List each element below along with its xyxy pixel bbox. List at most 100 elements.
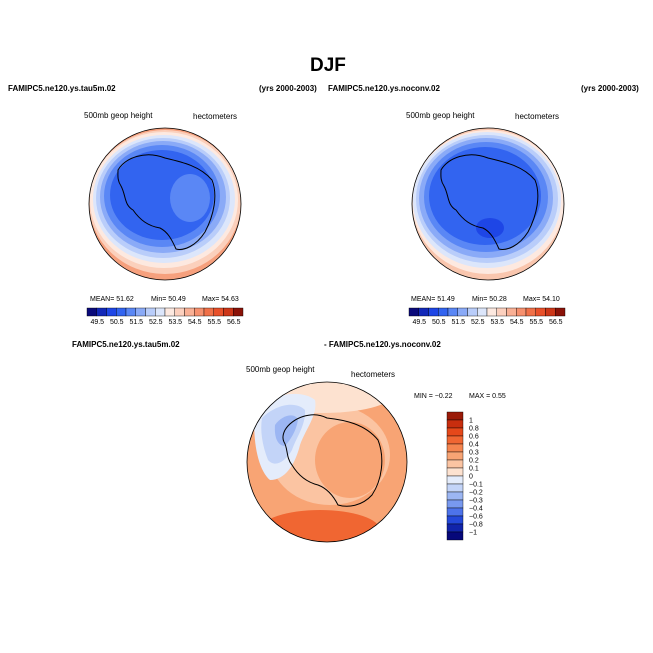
colorbar1-swatch — [116, 307, 127, 317]
colorbar1-swatch — [145, 307, 156, 317]
colorbar3-swatch — [446, 411, 464, 421]
colorbar3-tick-label: 0.4 — [469, 442, 479, 449]
colorbar3-swatch — [446, 419, 464, 429]
map2-fill — [412, 128, 564, 280]
colorbar2-tick-label: 52.5 — [471, 319, 485, 326]
colorbar3-swatch — [446, 515, 464, 525]
colorbar1-tick-label: 56.5 — [227, 319, 241, 326]
colorbar1-swatch — [106, 307, 117, 317]
colorbar2-swatch — [438, 307, 449, 317]
colorbar3-tick-label: −0.2 — [469, 490, 483, 497]
colorbar1-swatch — [223, 307, 234, 317]
panel2-case-name: FAMIPC5.ne120.ys.noconv.02 — [328, 84, 440, 93]
colorbar3-swatch — [446, 491, 464, 501]
colorbar3-swatch — [446, 467, 464, 477]
colorbar1-swatch — [184, 307, 195, 317]
colorbar2-swatch — [545, 307, 556, 317]
colorbar2-tick-label: 50.5 — [432, 319, 446, 326]
colorbar1-swatch — [86, 307, 97, 317]
panel1-units: hectometers — [193, 112, 238, 121]
panel2-years: (yrs 2000-2003) — [581, 84, 639, 93]
diff-case-a: FAMIPC5.ne120.ys.tau5m.02 — [72, 340, 180, 349]
panel2-mean: MEAN= 51.49 — [411, 296, 455, 303]
panel1-mean: MEAN= 51.62 — [90, 296, 134, 303]
colorbar1-swatch — [194, 307, 205, 317]
colorbar3-tick-label: 0 — [469, 474, 473, 481]
colorbar2-swatch — [516, 307, 527, 317]
colorbar1-tick-label: 49.5 — [90, 319, 104, 326]
map3-fill — [247, 382, 407, 542]
colorbar3-tick-label: 0.6 — [469, 434, 479, 441]
colorbar1-tick-label: 51.5 — [129, 319, 143, 326]
colorbar1-swatch — [233, 307, 244, 317]
colorbar3-tick-label: 0.2 — [469, 458, 479, 465]
map1-antarctica-coast — [117, 154, 216, 250]
colorbar3-tick-label: −0.6 — [469, 514, 483, 521]
panel1-field-label: 500mb geop height — [84, 111, 153, 120]
colorbar3-swatch — [446, 507, 464, 517]
colorbar1-tick-label: 55.5 — [207, 319, 221, 326]
panel1-years: (yrs 2000-2003) — [259, 84, 317, 93]
colorbar1-swatch — [203, 307, 214, 317]
colorbar2-swatch — [506, 307, 517, 317]
colorbar1-tick-label: 52.5 — [149, 319, 163, 326]
colorbar3-tick-label: −0.4 — [469, 506, 483, 513]
colorbar2-swatch — [408, 307, 419, 317]
panel1-min: Min= 50.49 — [151, 296, 186, 303]
colorbar1-tick-label: 53.5 — [168, 319, 182, 326]
colorbar3-tick-label: 0.8 — [469, 426, 479, 433]
colorbar3-swatch — [446, 499, 464, 509]
diff-max: MAX = 0.55 — [469, 393, 506, 400]
map1-fill — [89, 128, 241, 280]
colorbar2-swatch — [535, 307, 546, 317]
colorbar3-swatch — [446, 427, 464, 437]
colorbar3-tick-label: −0.1 — [469, 482, 483, 489]
diff-units: hectometers — [351, 370, 396, 379]
colorbar1-swatch — [174, 307, 185, 317]
colorbar3-swatch — [446, 531, 464, 541]
colorbar1-swatch — [155, 307, 166, 317]
colorbar2-swatch — [477, 307, 488, 317]
colorbar3-swatch — [446, 523, 464, 533]
colorbar1-swatch — [125, 307, 136, 317]
colorbar2-tick-label: 51.5 — [451, 319, 465, 326]
colorbar2-tick-label: 49.5 — [412, 319, 426, 326]
colorbar1-swatch — [164, 307, 175, 317]
colorbar3-tick-label: −1 — [469, 530, 477, 537]
diff-case-b: - FAMIPC5.ne120.ys.noconv.02 — [324, 340, 441, 349]
colorbar1-swatch — [96, 307, 107, 317]
colorbar3-swatch — [446, 443, 464, 453]
colorbar2-swatch — [457, 307, 468, 317]
colorbar3-swatch — [446, 483, 464, 493]
colorbar3-swatch — [446, 451, 464, 461]
colorbar3-tick-label: 0.3 — [469, 450, 479, 457]
colorbar2-swatch — [447, 307, 458, 317]
panel2-field-label: 500mb geop height — [406, 111, 475, 120]
colorbar3-tick-label: 1 — [469, 418, 473, 425]
map2-antarctica-coast — [440, 154, 539, 250]
colorbar3-tick-label: 0.1 — [469, 466, 479, 473]
colorbar1-tick-label: 50.5 — [110, 319, 124, 326]
colorbar2-swatch — [555, 307, 566, 317]
diff-field-label: 500mb geop height — [246, 365, 315, 374]
colorbar1-tick-label: 54.5 — [188, 319, 202, 326]
colorbar2-tick-label: 53.5 — [490, 319, 504, 326]
panel1-case-name: FAMIPC5.ne120.ys.tau5m.02 — [8, 84, 116, 93]
colorbar3-tick-label: −0.8 — [469, 522, 483, 529]
colorbar2-swatch — [525, 307, 536, 317]
panel1-max: Max= 54.63 — [202, 296, 239, 303]
colorbar2-swatch — [428, 307, 439, 317]
colorbar2-swatch — [486, 307, 497, 317]
colorbar2-tick-label: 54.5 — [510, 319, 524, 326]
colorbar2-tick-label: 55.5 — [529, 319, 543, 326]
panel2-min: Min= 50.28 — [472, 296, 507, 303]
colorbar1-swatch — [135, 307, 146, 317]
panel2-units: hectometers — [515, 112, 560, 121]
colorbar2-swatch — [418, 307, 429, 317]
